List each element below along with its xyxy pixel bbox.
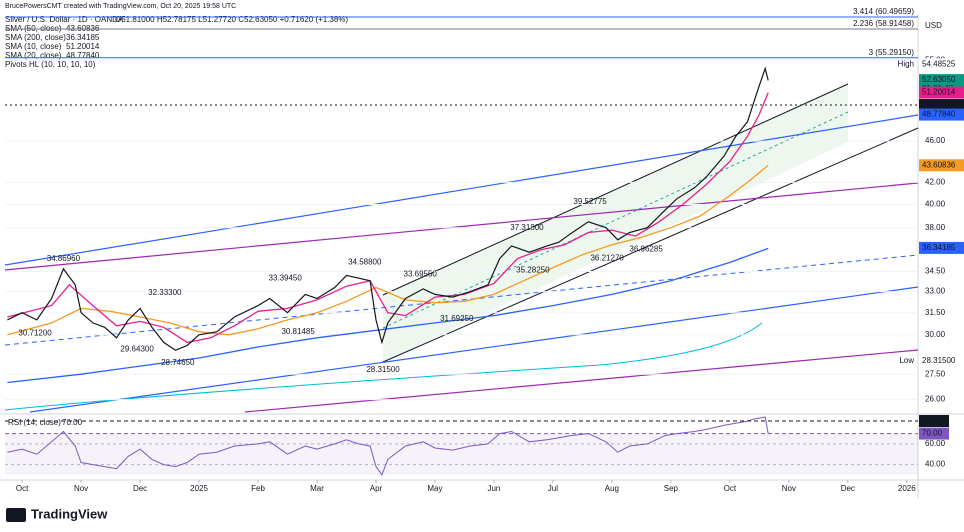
price-box [919, 241, 964, 254]
legend-name: SMA (20, close) [5, 51, 62, 60]
currency: USD [925, 21, 942, 30]
pivot-label: 36.21270 [590, 254, 624, 263]
x-tick-label: Dec [133, 484, 147, 493]
y-tick-label: 26.00 [925, 395, 946, 404]
price-box-label: 36.34185 [922, 243, 956, 252]
pivot-label: 28.31500 [366, 365, 400, 374]
x-tick-label: Nov [74, 484, 88, 493]
level-label: 3.414 (60.49659) [853, 7, 914, 16]
trend-line [382, 127, 919, 363]
rsi-tick-label: 40.00 [925, 460, 946, 469]
x-tick-label: Sep [664, 484, 679, 493]
y-tick-label: 38.00 [925, 223, 946, 232]
x-tick-label: Apr [370, 484, 383, 493]
sma-line [7, 92, 769, 344]
sma-line [7, 247, 769, 384]
x-tick-label: Oct [724, 484, 737, 493]
pivot-label: 29.64300 [120, 344, 154, 353]
price-box [919, 108, 964, 121]
pivot-label: 34.58800 [348, 257, 382, 266]
price-tag: Low [899, 356, 914, 365]
x-tick-label: Feb [251, 484, 265, 493]
rsi-tick-label: 60.00 [925, 439, 946, 448]
pivot-label: 33.69550 [404, 269, 438, 278]
legend-value: 48.77840 [66, 51, 100, 60]
price-box-label: 49.81478 [922, 100, 956, 109]
x-tick-label: Jun [487, 484, 500, 493]
legend-value: 51.20014 [66, 42, 100, 51]
price-box-label: 51.20014 [922, 88, 956, 97]
quote: O51.81000 H52.78175 L51.27720 C52.63050 … [115, 15, 348, 24]
y-tick-label: 40.00 [925, 200, 946, 209]
price-box-label: 54.48525 [922, 60, 956, 69]
legend-indicator: Pivots HL (10, 10, 10, 10) [5, 60, 96, 69]
pivot-label: 28.74650 [161, 358, 195, 367]
price-box-label: 28.31500 [922, 356, 956, 365]
y-tick-label: 42.00 [925, 177, 946, 186]
price-box-label: 43.60836 [922, 160, 956, 169]
trend-line [244, 349, 919, 413]
y-tick-label: 33.00 [925, 287, 946, 296]
rsi-box [919, 414, 949, 427]
pivot-label: 37.31800 [510, 223, 544, 232]
footer-bar [0, 500, 964, 532]
price-box [919, 354, 964, 367]
price-box-label: 48.77840 [922, 110, 956, 119]
rsi-box-label: 70.00 [922, 429, 943, 438]
x-tick-label: May [427, 484, 442, 493]
footer-brand: TradingView [31, 506, 108, 521]
level-label: 3 (55.29150) [869, 48, 915, 57]
trend-line [4, 114, 919, 266]
header: BrucePowersCMT created with TradingView.… [5, 3, 236, 10]
y-tick-label: 31.50 [925, 308, 946, 317]
x-tick-label: Nov [782, 484, 796, 493]
pivot-label: 33.39450 [268, 273, 302, 282]
x-tick-label: Oct [16, 484, 29, 493]
x-tick-label: Dec [841, 484, 855, 493]
curve [4, 322, 763, 411]
y-tick-label: 46.00 [925, 136, 946, 145]
pivot-label: 30.81485 [281, 327, 315, 336]
x-tick-label: Aug [605, 484, 619, 493]
y-tick-label: 30.00 [925, 330, 946, 339]
price-box [919, 86, 964, 99]
trend-line [382, 83, 849, 296]
x-tick-label: 2026 [898, 484, 916, 493]
pivot-label: 31.69250 [440, 314, 474, 323]
pivot-label: 30.71200 [18, 328, 52, 337]
rsi-box [919, 427, 949, 440]
rsi-value: 70.00 [62, 418, 83, 427]
x-tick-label: Mar [310, 484, 324, 493]
sma-line [7, 164, 769, 336]
legend-value: 36.34185 [66, 33, 100, 42]
y-tick-label: 34.50 [925, 267, 946, 276]
rsi-band [5, 433, 918, 475]
rsi-box-label: 82.17 [922, 416, 943, 425]
pivot-label: 32.33300 [148, 288, 182, 297]
y-tick-label: 27.50 [925, 369, 946, 378]
pivot-label: 39.52775 [573, 197, 607, 206]
pivot-label: 36.96285 [629, 244, 663, 253]
price-box-label: 52.63050 [922, 75, 956, 84]
level-label: 2.236 (58.91458) [853, 19, 914, 28]
trend-line [29, 286, 919, 413]
pivot-label: 34.86960 [47, 254, 81, 263]
logo [6, 508, 26, 522]
rsi-line [7, 416, 769, 476]
price-box [919, 58, 964, 71]
price-line [7, 66, 769, 351]
rsi-title: RSI (14, close) [8, 418, 61, 427]
x-tick-label: 2025 [190, 484, 208, 493]
legend-name: SMA (200, close) [5, 33, 66, 42]
legend-name: SMA (10, close) [5, 42, 62, 51]
price-tag: High [898, 60, 914, 69]
price-box [919, 159, 964, 172]
title: Silver / U.S. Dollar · 1D · OANDA [5, 15, 124, 24]
pivot-label: 35.28250 [516, 265, 550, 274]
trend-line [4, 182, 919, 271]
price-box [919, 99, 964, 112]
x-tick-label: Jul [548, 484, 558, 493]
